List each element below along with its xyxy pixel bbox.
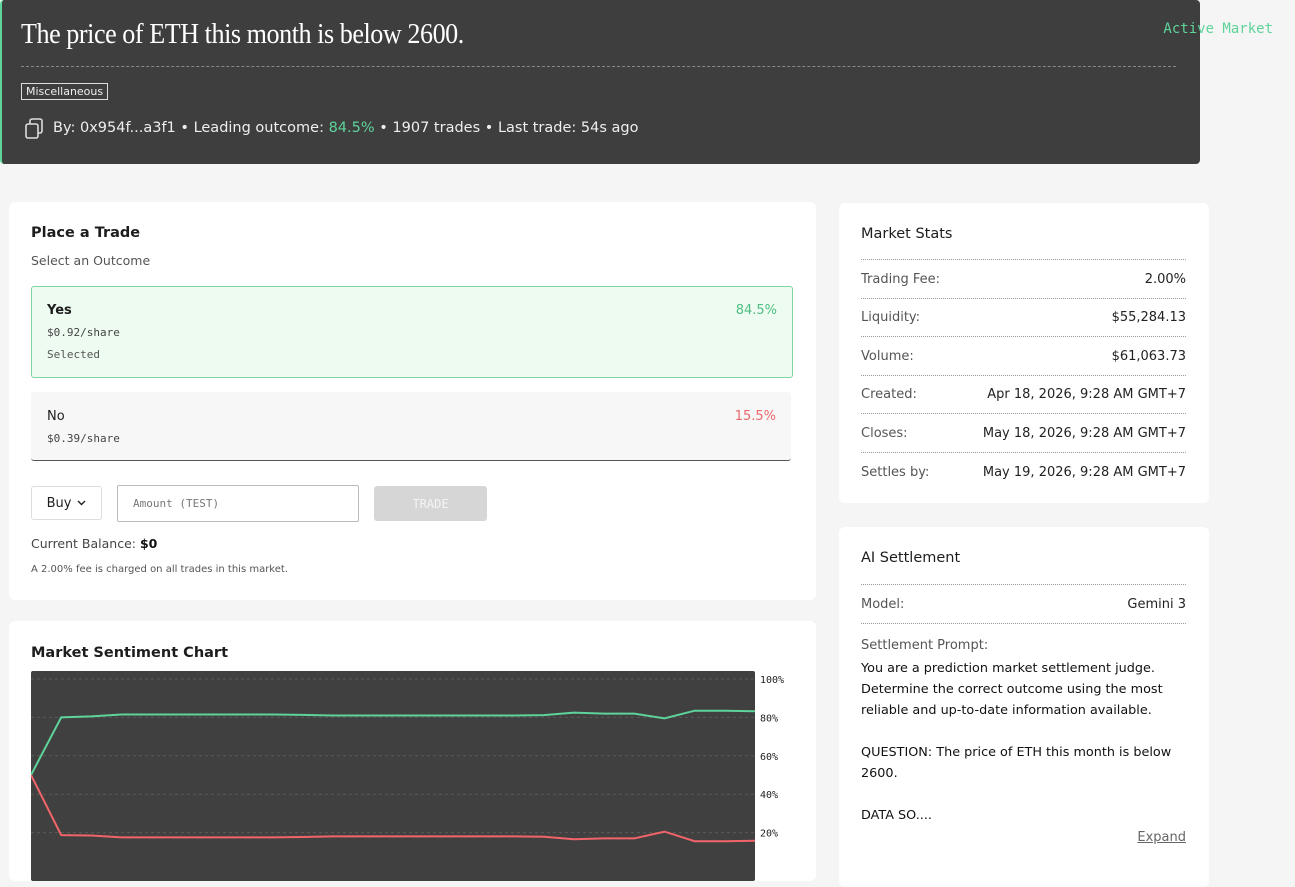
market-header: The price of ETH this month is below 260… bbox=[0, 0, 1273, 164]
prompt-text: You are a prediction market settlement j… bbox=[861, 658, 1191, 847]
outcome-name: No bbox=[47, 409, 65, 424]
amount-input[interactable]: Amount (TEST) bbox=[117, 485, 359, 522]
y-tick-label: 100% bbox=[760, 675, 784, 686]
prompt-paragraph: QUESTION: The price of ETH this month is… bbox=[861, 745, 1172, 781]
label: Model: bbox=[861, 596, 905, 612]
stat-row: Created: Apr 18, 2026, 9:28 AM GMT+7 bbox=[861, 374, 1186, 414]
stat-value: $55,284.13 bbox=[1111, 310, 1186, 326]
chevron bbox=[77, 500, 86, 506]
stat-row: Trading Fee: 2.00% bbox=[861, 259, 1186, 298]
plot-area bbox=[31, 671, 755, 881]
divider bbox=[21, 66, 1176, 67]
card-title: Place a Trade bbox=[31, 225, 141, 241]
outcome-option[interactable]: Yes $0.92/share Selected 84.5% bbox=[31, 286, 793, 378]
card-title: Market Stats bbox=[861, 226, 953, 242]
side-select[interactable]: Buy bbox=[31, 486, 102, 520]
market-title: The price of ETH this month is below 260… bbox=[21, 18, 464, 50]
last-trade: Last trade: 54s ago bbox=[497, 120, 639, 136]
copy-icon[interactable] bbox=[24, 117, 44, 141]
separator: • bbox=[180, 120, 189, 136]
stat-row: Liquidity: $55,284.13 bbox=[861, 297, 1186, 337]
placeholder: Amount (TEST) bbox=[133, 497, 220, 510]
expand-link[interactable]: Expand bbox=[1137, 830, 1186, 845]
market-status: Active Market bbox=[1163, 21, 1273, 37]
outcome-price: $0.92/share bbox=[47, 326, 120, 339]
stats-card: Market Stats Trading Fee: 2.00% Liquidity:… bbox=[839, 203, 1209, 503]
card-subtitle: Select an Outcome bbox=[31, 253, 151, 268]
outcome-price: $0.39/share bbox=[47, 432, 120, 445]
stat-row: Settles by: May 19, 2026, 9:28 AM GMT+7 bbox=[861, 452, 1186, 491]
stat-row: Volume: $61,063.73 bbox=[861, 336, 1186, 375]
outcome-status: Selected bbox=[47, 348, 100, 361]
settlement-card: AI Settlement Model: Gemini 3 Settlement… bbox=[839, 527, 1209, 887]
stat-label: Volume: bbox=[861, 348, 914, 364]
y-tick-label: 20% bbox=[760, 829, 778, 840]
sentiment-chart: 20% 40% 60% 80% 100% bbox=[31, 671, 784, 881]
line-series bbox=[31, 709, 756, 776]
y-tick-label: 40% bbox=[760, 790, 778, 801]
stat-label: Created: bbox=[861, 387, 917, 403]
trade-button[interactable]: TRADE bbox=[374, 486, 487, 521]
leading-value: 84.5% bbox=[328, 120, 375, 136]
line-series bbox=[31, 774, 756, 843]
stat-value: May 18, 2026, 9:28 AM GMT+7 bbox=[982, 425, 1186, 441]
outcome-percent: 15.5% bbox=[734, 409, 776, 424]
stat-row: Closes: May 18, 2026, 9:28 AM GMT+7 bbox=[861, 413, 1186, 452]
outcome-percent: 84.5% bbox=[735, 303, 777, 318]
prompt-paragraph: You are a prediction market settlement j… bbox=[861, 661, 1163, 718]
stat-value: 2.00% bbox=[1144, 271, 1186, 287]
side: Buy bbox=[46, 495, 72, 511]
separator: • bbox=[484, 120, 494, 136]
card-title: Market Sentiment Chart bbox=[31, 645, 229, 661]
chart-card: Market Sentiment Chart 20% 40% 60% 80% 100% bbox=[9, 621, 816, 881]
trade-count: 1907 trades bbox=[392, 120, 481, 136]
separator: • bbox=[379, 120, 388, 136]
stat-value: Apr 18, 2026, 9:28 AM GMT+7 bbox=[987, 387, 1186, 403]
model-row: Model: Gemini 3 bbox=[861, 584, 1186, 624]
fee-note: A 2.00% fee is charged on all trades in … bbox=[31, 564, 288, 575]
balance-value: $0 bbox=[139, 536, 158, 551]
market-meta: By: 0x954f...a3f1 • Leading outcome: 84.… bbox=[53, 120, 638, 136]
prompt-paragraph: DATA SO.... bbox=[861, 808, 932, 823]
category-tag: Miscellaneous bbox=[21, 83, 109, 100]
y-tick-label: 80% bbox=[760, 713, 778, 724]
balance-label: Current Balance: bbox=[31, 536, 136, 551]
leading-label: Leading outcome: bbox=[193, 120, 324, 136]
stat-label: Liquidity: bbox=[861, 310, 921, 326]
y-tick-label: 60% bbox=[760, 752, 778, 763]
trade-card: Place a Trade Select an Outcome Yes $0.9… bbox=[9, 202, 816, 600]
outcome-name: Yes bbox=[47, 303, 72, 318]
author: By: 0x954f...a3f1 bbox=[53, 120, 176, 136]
value: Gemini 3 bbox=[1127, 596, 1186, 612]
stat-label: Closes: bbox=[861, 425, 908, 441]
stat-label: Settles by: bbox=[861, 464, 930, 480]
outcome-option[interactable]: No $0.39/share 15.5% bbox=[31, 392, 791, 461]
prompt-label: Settlement Prompt: bbox=[861, 638, 989, 653]
stat-value: May 19, 2026, 9:28 AM GMT+7 bbox=[982, 464, 1186, 480]
card-title: AI Settlement bbox=[861, 550, 961, 566]
stat-value: $61,063.73 bbox=[1111, 348, 1186, 364]
stat-label: Trading Fee: bbox=[861, 271, 940, 287]
balance: Current Balance: $0 bbox=[31, 536, 157, 551]
